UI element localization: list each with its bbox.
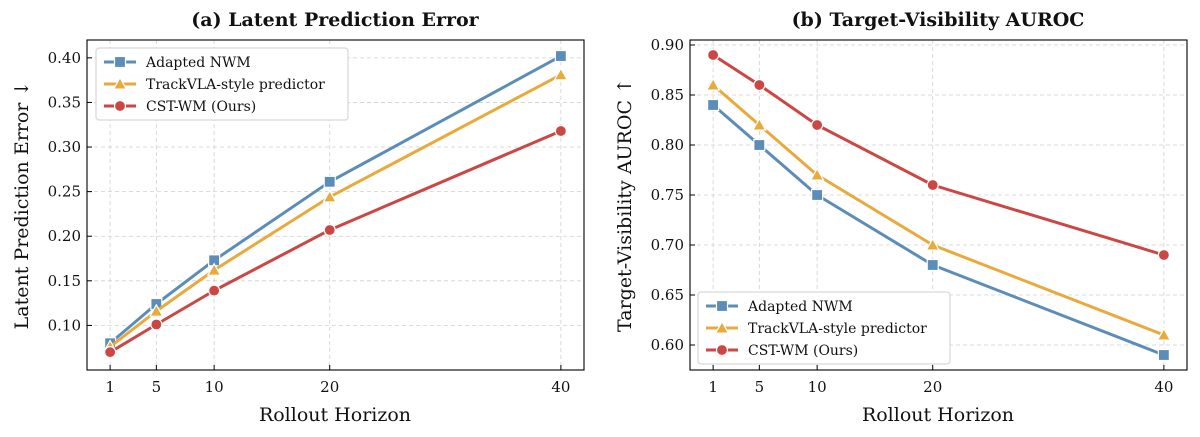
x-tick-label: 5 [755,378,765,396]
x-axis-label: Rollout Horizon [862,404,1014,426]
series-layer [102,49,569,359]
legend-marker [715,299,729,313]
legend-marker [112,76,128,90]
data-point [809,167,825,181]
series-line [712,53,1165,257]
y-tick-label: 0.70 [651,236,684,254]
x-tick-label: 40 [551,378,570,396]
data-point [323,223,336,237]
y-tick-label: 0.80 [651,136,684,154]
data-point [323,175,336,188]
legend-label: TrackVLA-style predictor [146,77,325,93]
data-point [149,303,164,317]
y-tick-label: 0.65 [651,286,684,304]
data-point [926,258,939,272]
legend-label: Adapted NWM [747,299,853,315]
plot-frame [86,39,585,371]
legend: Adapted NWM TrackVLA-style predictor CST-W… [95,47,349,121]
x-tick-label: 1 [105,378,115,396]
y-tick-label: 0.25 [48,183,81,201]
x-tick-label: 10 [205,378,224,396]
y-tick-label: 0.90 [651,36,684,54]
data-point [925,237,941,251]
x-tick-label: 1 [708,378,718,396]
y-tick-label: 0.40 [48,49,81,67]
series-layer [705,48,1172,362]
data-point [553,67,569,81]
legend-label: Adapted NWM [145,55,251,71]
x-tick-label: 20 [923,378,942,396]
data-point [104,346,117,359]
legend-item: TrackVLA-style predictor [706,320,927,337]
legend-box [697,291,951,365]
y-tick-label: 0.60 [651,336,684,354]
legend-label: CST-WM (Ours) [146,99,256,115]
y-tick-label: 0.20 [48,227,81,245]
chart-panel-b: (b) Target-Visibility AUROC 1 5 10 20 40 0.60… [614,9,1188,426]
data-point [1157,348,1170,362]
y-tick-label: 0.15 [48,272,81,290]
ticks: 1 5 10 20 40 0.10 0.15 0.20 0.25 0.30 0.35 0.40 [48,49,571,396]
data-point [1157,248,1170,262]
data-point [208,284,221,297]
legend-item: Adapted NWM [104,55,251,71]
data-point [554,49,567,63]
legend-label: CST-WM (Ours) [748,343,858,359]
legend-marker [715,343,729,357]
ticks: 1 5 10 20 40 0.60 0.65 0.70 0.75 0.80 0.85 0.90 [651,36,1174,396]
data-point [554,124,567,138]
x-tick-label: 20 [320,378,339,396]
y-axis-label: Latent Prediction Error ↓ [11,81,33,330]
data-point [753,138,766,152]
y-tick-label: 0.30 [48,138,81,156]
legend-item: Adapted NWM [706,299,853,315]
x-tick-label: 40 [1154,378,1173,396]
data-point [926,178,939,192]
x-axis-label: Rollout Horizon [259,404,411,426]
legend-item: CST-WM (Ours) [706,343,858,359]
data-point [707,48,720,62]
data-point [705,77,721,91]
chart-title: (a) Latent Prediction Error [191,9,479,31]
data-point [1156,327,1172,341]
data-point [753,78,766,92]
legend-box [95,47,349,121]
legend-marker [714,320,730,334]
legend-item: TrackVLA-style predictor [104,76,325,93]
y-axis-label: Target-Visibility AUROC ↑ [614,78,636,332]
legend: Adapted NWM TrackVLA-style predictor CST-W… [697,291,951,365]
legend-item: CST-WM (Ours) [104,99,256,115]
y-tick-label: 0.35 [48,93,81,111]
legend-marker [113,55,127,69]
chart-title: (b) Target-Visibility AUROC [792,9,1085,31]
plot-frame [689,39,1188,371]
y-tick-label: 0.10 [48,316,81,334]
data-point [322,189,338,203]
data-point [206,262,222,276]
x-tick-label: 5 [152,378,162,396]
x-tick-label: 10 [808,378,827,396]
chart-panel-a: (a) Latent Prediction Error 1 5 10 20 40 0.10… [11,9,585,426]
data-point [707,98,720,112]
legend-label: TrackVLA-style predictor [748,321,927,337]
data-point [811,188,824,202]
data-point [752,117,767,131]
data-point [150,318,163,331]
legend-marker [113,99,127,113]
data-point [811,118,824,132]
y-tick-label: 0.75 [651,186,684,204]
series-line [109,129,562,354]
y-tick-label: 0.85 [651,86,684,104]
